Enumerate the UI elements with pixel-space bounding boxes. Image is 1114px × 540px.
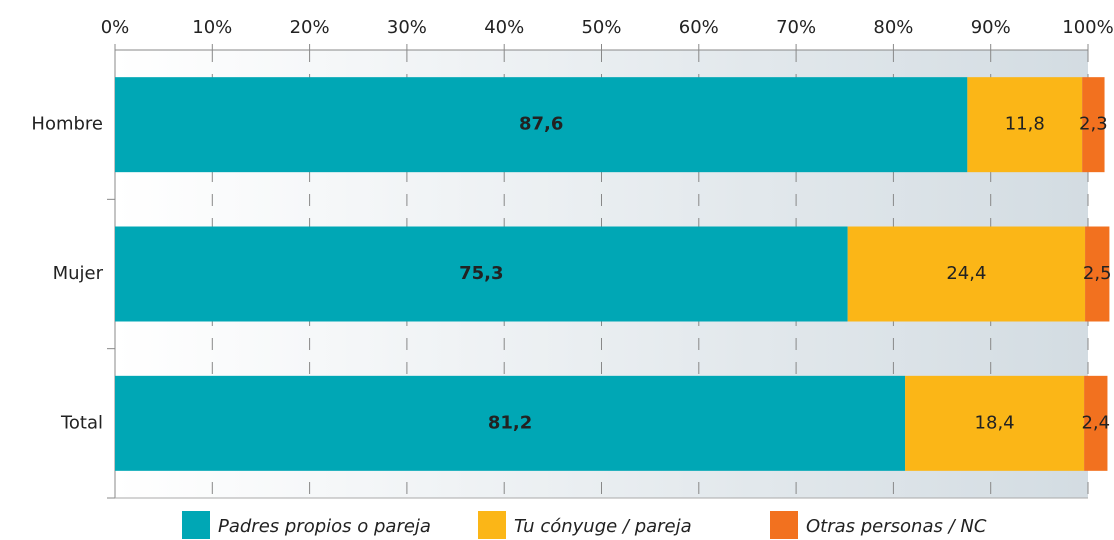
bar-segment — [1082, 77, 1105, 173]
x-tick-label: 70% — [776, 17, 816, 38]
bar-segment — [115, 77, 968, 173]
bar-segment — [1085, 226, 1110, 322]
value-label: 75,3 — [459, 263, 503, 284]
x-tick-label: 40% — [484, 17, 524, 38]
legend-swatch — [182, 511, 210, 539]
y-tick-label: Hombre — [31, 114, 103, 135]
legend-label: Tu cónyuge / pareja — [514, 516, 692, 537]
value-label: 11,8 — [1005, 114, 1045, 135]
bar-segment — [115, 226, 848, 322]
legend-label: Padres propios o pareja — [218, 516, 431, 537]
bar-segment — [1084, 375, 1108, 471]
legend-label: Otras personas / NC — [806, 516, 987, 537]
value-label: 24,4 — [946, 263, 986, 284]
value-label: 2,4 — [1081, 412, 1110, 433]
x-tick-label: 50% — [581, 17, 621, 38]
bar-segment — [115, 375, 906, 471]
x-tick-label: 80% — [873, 17, 913, 38]
x-tick-label: 30% — [387, 17, 427, 38]
y-tick-label: Mujer — [53, 263, 104, 284]
y-tick-label: Total — [60, 412, 103, 433]
x-tick-label: 60% — [679, 17, 719, 38]
value-label: 81,2 — [488, 412, 532, 433]
value-label: 2,5 — [1083, 263, 1112, 284]
x-tick-label: 0% — [101, 17, 130, 38]
value-label: 2,3 — [1079, 114, 1108, 135]
value-label: 18,4 — [975, 412, 1015, 433]
value-label: 87,6 — [519, 114, 563, 135]
bar-segment — [905, 375, 1085, 471]
x-tick-label: 10% — [192, 17, 232, 38]
bar-segment — [967, 77, 1083, 173]
legend-swatch — [478, 511, 506, 539]
x-tick-label: 90% — [971, 17, 1011, 38]
x-tick-label: 20% — [290, 17, 330, 38]
legend-swatch — [770, 511, 798, 539]
bar-segment — [847, 226, 1086, 322]
x-tick-label: 100% — [1062, 17, 1113, 38]
